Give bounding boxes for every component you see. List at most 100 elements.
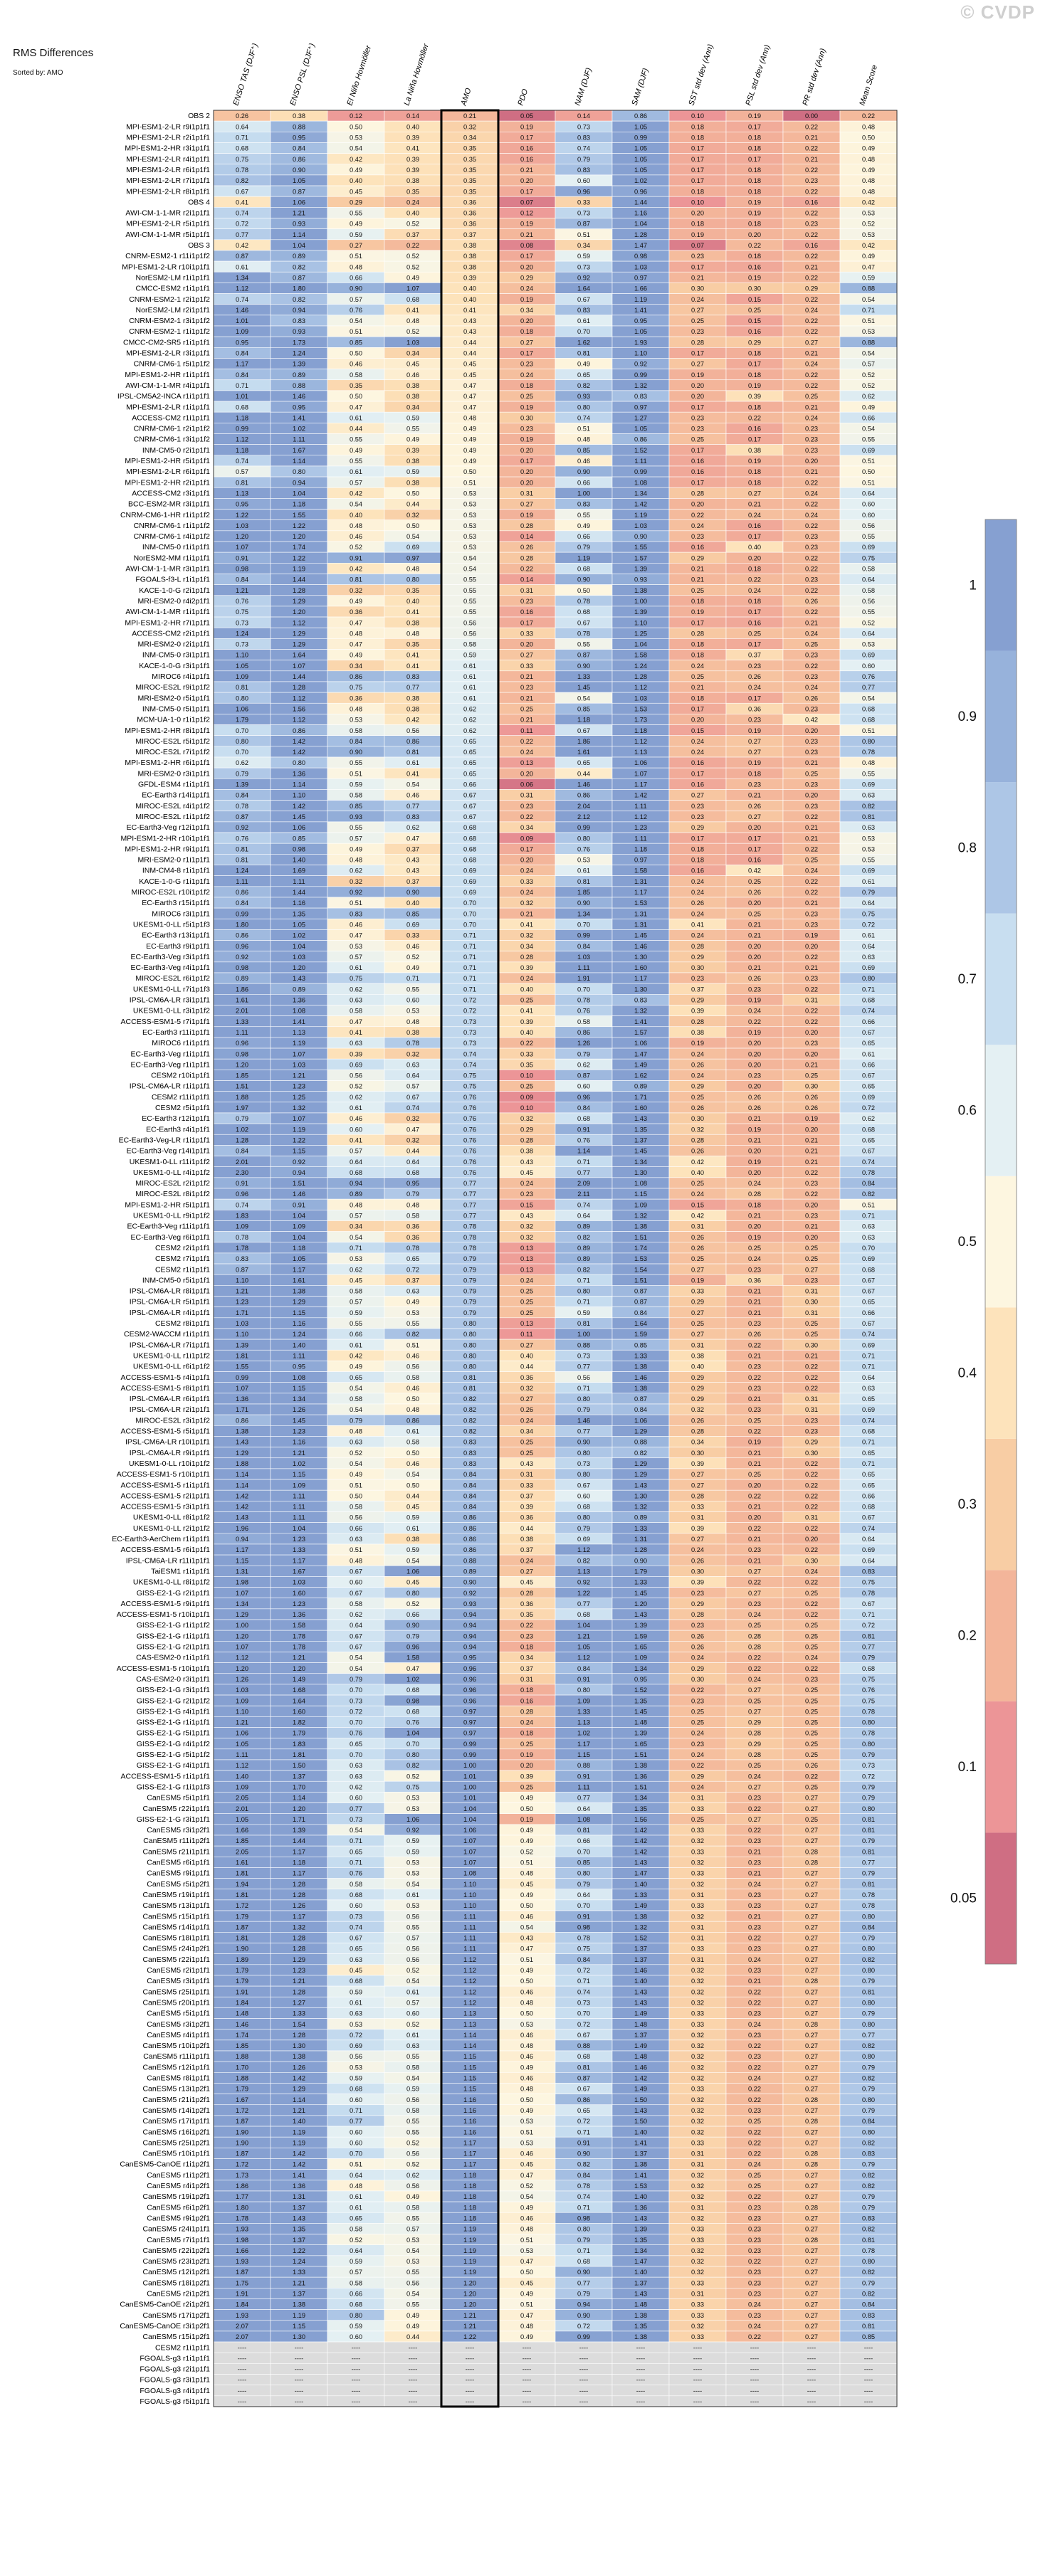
cell-value: 0.58 bbox=[862, 566, 875, 573]
cell-value: 0.21 bbox=[520, 231, 533, 238]
cell-value: 0.89 bbox=[577, 1255, 590, 1262]
cell-value: 0.80 bbox=[862, 2096, 875, 2103]
cell-value: 0.68 bbox=[862, 1126, 875, 1133]
cell-value: 0.73 bbox=[577, 1352, 590, 1359]
cell-value: 0.26 bbox=[748, 1094, 761, 1101]
cell-value: 0.20 bbox=[520, 857, 533, 864]
cell-value: 0.74 bbox=[406, 1104, 419, 1112]
cell-value: 0.15 bbox=[691, 727, 704, 734]
cell-value: 0.10 bbox=[691, 112, 704, 120]
cell-value: 0.52 bbox=[350, 2237, 362, 2244]
cell-value: 1.37 bbox=[634, 2032, 647, 2039]
cell-value: 0.51 bbox=[862, 317, 875, 324]
cell-value: 0.53 bbox=[406, 1795, 419, 1802]
cell-value: 0.90 bbox=[634, 1557, 647, 1564]
cell-value: 0.20 bbox=[691, 717, 704, 724]
cell-value: 0.77 bbox=[577, 1600, 590, 1608]
cell-value: 0.18 bbox=[748, 598, 761, 605]
cell-value: 0.66 bbox=[350, 1525, 362, 1532]
cell-value: 0.19 bbox=[805, 932, 818, 939]
cell-value: 0.23 bbox=[748, 2204, 761, 2211]
cell-value: 0.33 bbox=[691, 1504, 704, 1511]
cell-value: 0.18 bbox=[748, 134, 761, 142]
cell-value: 0.72 bbox=[862, 1104, 875, 1112]
cell-value: 1.15 bbox=[293, 1385, 305, 1392]
cell-value: 0.51 bbox=[520, 2237, 533, 2244]
cell-value: 0.71 bbox=[862, 1439, 875, 1446]
cell-value: 0.25 bbox=[520, 1288, 533, 1295]
cell-value: 1.42 bbox=[293, 738, 305, 745]
cell-value: 0.69 bbox=[862, 447, 875, 454]
cell-value: 0.45 bbox=[350, 1277, 362, 1284]
cell-value: 1.43 bbox=[293, 2215, 305, 2222]
cell-value: 0.57 bbox=[406, 2226, 419, 2233]
cell-value: 0.48 bbox=[520, 2226, 533, 2233]
cell-value: 0.87 bbox=[577, 221, 590, 228]
row-label: MIROC-ES2L r10i1p1f2 bbox=[132, 888, 211, 897]
row-label: IPSL-CM6A-LR r10i1p1f1 bbox=[125, 1438, 210, 1447]
cell-value: 0.71 bbox=[862, 1213, 875, 1220]
cell-value: 0.22 bbox=[520, 738, 533, 745]
cell-value: 0.86 bbox=[634, 436, 647, 443]
cell-value: 0.23 bbox=[748, 1891, 761, 1899]
cell-value: 0.28 bbox=[805, 2096, 818, 2103]
cell-value: 0.87 bbox=[634, 1395, 647, 1403]
cell-value: 0.27 bbox=[748, 749, 761, 756]
cell-value: 0.06 bbox=[520, 781, 533, 788]
cell-value: 0.17 bbox=[520, 845, 533, 852]
cell-value: 0.80 bbox=[862, 1913, 875, 1920]
cell-value: 0.97 bbox=[634, 274, 647, 281]
cell-value: 0.27 bbox=[805, 2226, 818, 2233]
cell-value: 0.25 bbox=[805, 1622, 818, 1629]
cell-value: 0.53 bbox=[520, 2247, 533, 2254]
cell-value: 1.11 bbox=[634, 803, 646, 810]
cell-value: 0.68 bbox=[862, 717, 875, 724]
cell-value: 1.70 bbox=[293, 1783, 305, 1790]
cell-value: 0.23 bbox=[805, 738, 818, 745]
cell-value: 0.58 bbox=[350, 727, 362, 734]
cell-value: 0.32 bbox=[520, 1223, 533, 1230]
cell-value: 1.38 bbox=[634, 1223, 647, 1230]
cell-value: 1.24 bbox=[236, 867, 248, 875]
cell-value: 0.56 bbox=[350, 1072, 362, 1080]
cell-value: 0.23 bbox=[748, 717, 761, 724]
cell-value: 0.32 bbox=[691, 2118, 704, 2125]
cell-value: 0.25 bbox=[748, 1245, 761, 1252]
cell-value: 0.44 bbox=[463, 350, 476, 357]
cell-value: 0.96 bbox=[577, 1094, 590, 1101]
row-label: OBS 3 bbox=[188, 241, 210, 250]
cell-value: 1.36 bbox=[293, 770, 305, 777]
cell-value: 0.81 bbox=[406, 749, 419, 756]
cell-value: 1.79 bbox=[236, 1967, 248, 1974]
cell-value: 0.25 bbox=[805, 770, 818, 777]
cell-value: 0.18 bbox=[691, 641, 704, 648]
cell-value: 0.77 bbox=[577, 1363, 590, 1371]
cell-value: 0.44 bbox=[577, 770, 590, 777]
cell-value: 0.25 bbox=[691, 1816, 704, 1823]
row-label: OBS 4 bbox=[188, 198, 210, 206]
cell-value: 1.74 bbox=[634, 1245, 647, 1252]
cell-value: 1.33 bbox=[634, 1579, 647, 1586]
cell-value: 0.88 bbox=[634, 1439, 647, 1446]
cell-value: 1.48 bbox=[634, 2021, 647, 2028]
cell-value: 1.53 bbox=[634, 705, 647, 712]
cell-value: 1.98 bbox=[236, 2237, 248, 2244]
row-label: CMCC-CM2-SR5 r1i1p1f1 bbox=[123, 338, 210, 347]
cell-value: 0.65 bbox=[406, 1255, 419, 1262]
row-label: MPI-ESM1-2-HR r7i1p1f1 bbox=[125, 618, 210, 627]
cell-value: 0.52 bbox=[406, 1773, 419, 1780]
cell-value: 0.20 bbox=[520, 1762, 533, 1769]
cell-value: 0.78 bbox=[236, 1234, 248, 1241]
cell-value: 1.38 bbox=[634, 1913, 647, 1920]
cell-value: 0.87 bbox=[236, 813, 248, 820]
cell-value: 1.10 bbox=[236, 1331, 248, 1338]
cell-value: 0.94 bbox=[463, 1622, 476, 1629]
cell-value: 0.42 bbox=[862, 199, 875, 206]
cell-value: 1.47 bbox=[634, 1870, 647, 1877]
cell-value: 0.38 bbox=[691, 1029, 704, 1036]
cell-value: 0.51 bbox=[350, 1482, 362, 1489]
row-label: EC-Earth3-Veg r4i1p1f1 bbox=[131, 964, 211, 972]
cell-value: 0.65 bbox=[862, 1482, 875, 1489]
cell-value: 1.46 bbox=[577, 781, 590, 788]
cell-value: 0.98 bbox=[236, 566, 248, 573]
